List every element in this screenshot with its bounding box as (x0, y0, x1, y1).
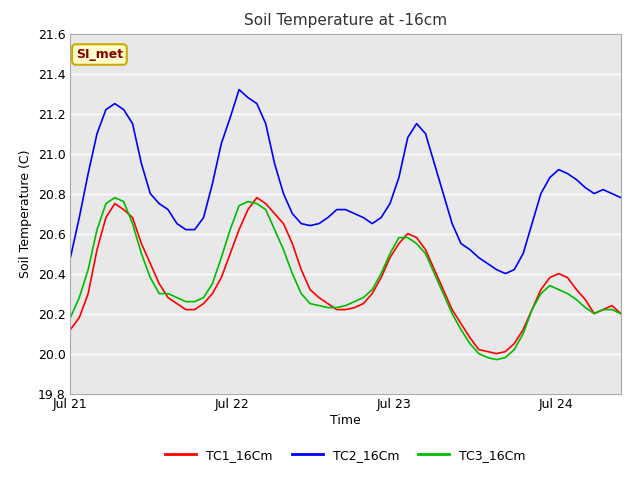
TC1_16Cm (351, 305, 358, 311)
TC2_16Cm (502, 271, 509, 276)
Line: TC2_16Cm: TC2_16Cm (70, 90, 621, 274)
TC2_16Cm (333, 207, 340, 213)
TC1_16Cm (253, 195, 260, 201)
Line: TC1_16Cm: TC1_16Cm (70, 198, 621, 354)
TC2_16Cm (244, 95, 252, 100)
Legend: TC1_16Cm, TC2_16Cm, TC3_16Cm: TC1_16Cm, TC2_16Cm, TC3_16Cm (160, 444, 531, 467)
TC3_16Cm (333, 305, 340, 311)
TC3_16Cm (227, 227, 234, 232)
Line: TC3_16Cm: TC3_16Cm (70, 198, 621, 360)
Y-axis label: Soil Temperature (C): Soil Temperature (C) (19, 149, 32, 278)
TC3_16Cm (111, 195, 118, 201)
TC3_16Cm (244, 199, 252, 204)
TC3_16Cm (493, 357, 500, 362)
TC2_16Cm (236, 87, 243, 93)
TC3_16Cm (67, 315, 74, 321)
TC1_16Cm (493, 351, 500, 357)
TC2_16Cm (608, 191, 616, 196)
Text: SI_met: SI_met (76, 48, 123, 61)
TC1_16Cm (333, 307, 340, 312)
TC3_16Cm (351, 299, 358, 304)
TC3_16Cm (617, 311, 625, 316)
TC1_16Cm (236, 227, 243, 232)
TC1_16Cm (218, 275, 225, 280)
TC2_16Cm (617, 195, 625, 201)
TC2_16Cm (351, 211, 358, 216)
Title: Soil Temperature at -16cm: Soil Temperature at -16cm (244, 13, 447, 28)
X-axis label: Time: Time (330, 414, 361, 427)
TC1_16Cm (617, 311, 625, 316)
TC1_16Cm (457, 321, 465, 326)
TC2_16Cm (218, 141, 225, 146)
TC1_16Cm (608, 303, 616, 309)
TC3_16Cm (608, 307, 616, 312)
TC2_16Cm (457, 240, 465, 246)
TC3_16Cm (457, 327, 465, 333)
TC1_16Cm (67, 327, 74, 333)
TC2_16Cm (67, 255, 74, 261)
